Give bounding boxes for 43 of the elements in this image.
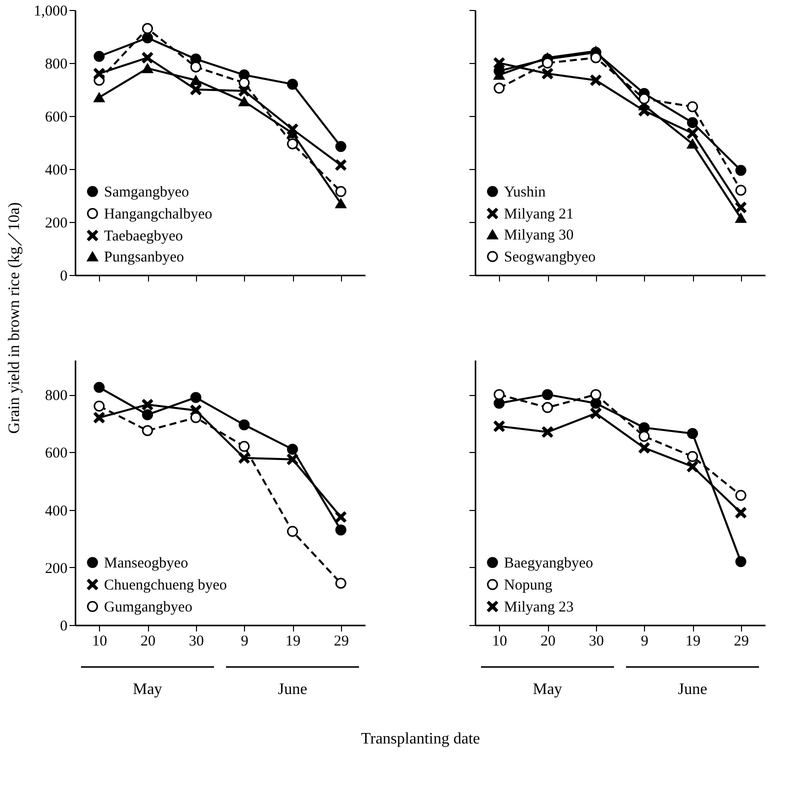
legend-label: Taebaegbyeo — [104, 228, 183, 244]
x-tick-label: 29 — [734, 634, 749, 650]
x-tick-label: 10 — [92, 634, 108, 650]
legend-label: Yushin — [504, 184, 546, 200]
y-tick-label: 400 — [45, 503, 68, 520]
x-tick-label: 9 — [240, 634, 248, 650]
x-tick-label: 9 — [640, 634, 648, 650]
text: May — [532, 681, 562, 698]
legend-label: Pungsanbyeo — [104, 250, 184, 266]
x-tick-label: 30 — [188, 634, 204, 650]
y-tick-label: 400 — [45, 162, 68, 178]
text: June — [278, 681, 308, 698]
legend-label: Milyang 23 — [504, 600, 574, 616]
legend-label: Hangangchalbyeo — [104, 206, 212, 222]
x-tick-label: 19 — [286, 634, 300, 650]
x-tick-label: 19 — [686, 634, 700, 650]
text: May — [132, 681, 162, 698]
x-tick-label: 30 — [588, 634, 604, 650]
y-tick-label: 200 — [45, 560, 68, 577]
legend-label: Samgangbyeo — [104, 184, 189, 200]
legend-label: Seogwangbyeo — [504, 250, 596, 266]
x-tick-label: 20 — [140, 634, 156, 650]
legend-label: Nopung — [504, 578, 553, 594]
legend-label: Baegyangbyeo — [504, 556, 594, 572]
legend-label: Milyang 30 — [504, 228, 574, 244]
x-axis-title: Transplanting date — [361, 730, 480, 748]
x-tick-label: 20 — [540, 634, 556, 650]
y-axis-title: Grain yield in brown rice (kg／10a) — [6, 202, 23, 434]
legend-label: Chuengchueng byeo — [104, 578, 227, 594]
y-tick-label: 0 — [60, 618, 68, 634]
y-tick-label: 0 — [60, 268, 68, 284]
y-tick-label: 800 — [45, 388, 68, 404]
text: June — [678, 681, 708, 698]
x-tick-label: 10 — [492, 634, 508, 650]
y-tick-label: 800 — [45, 56, 68, 72]
y-tick-label: 600 — [45, 446, 68, 462]
y-tick-label: 600 — [45, 110, 68, 126]
legend-label: Gumgangbyeo — [104, 600, 192, 616]
x-tick-label: 29 — [334, 634, 349, 650]
legend-label: Manseogbyeo — [104, 556, 188, 572]
legend-label: Milyang 21 — [504, 206, 574, 222]
y-tick-label: 1,000 — [34, 4, 68, 20]
y-tick-label: 200 — [45, 216, 68, 232]
